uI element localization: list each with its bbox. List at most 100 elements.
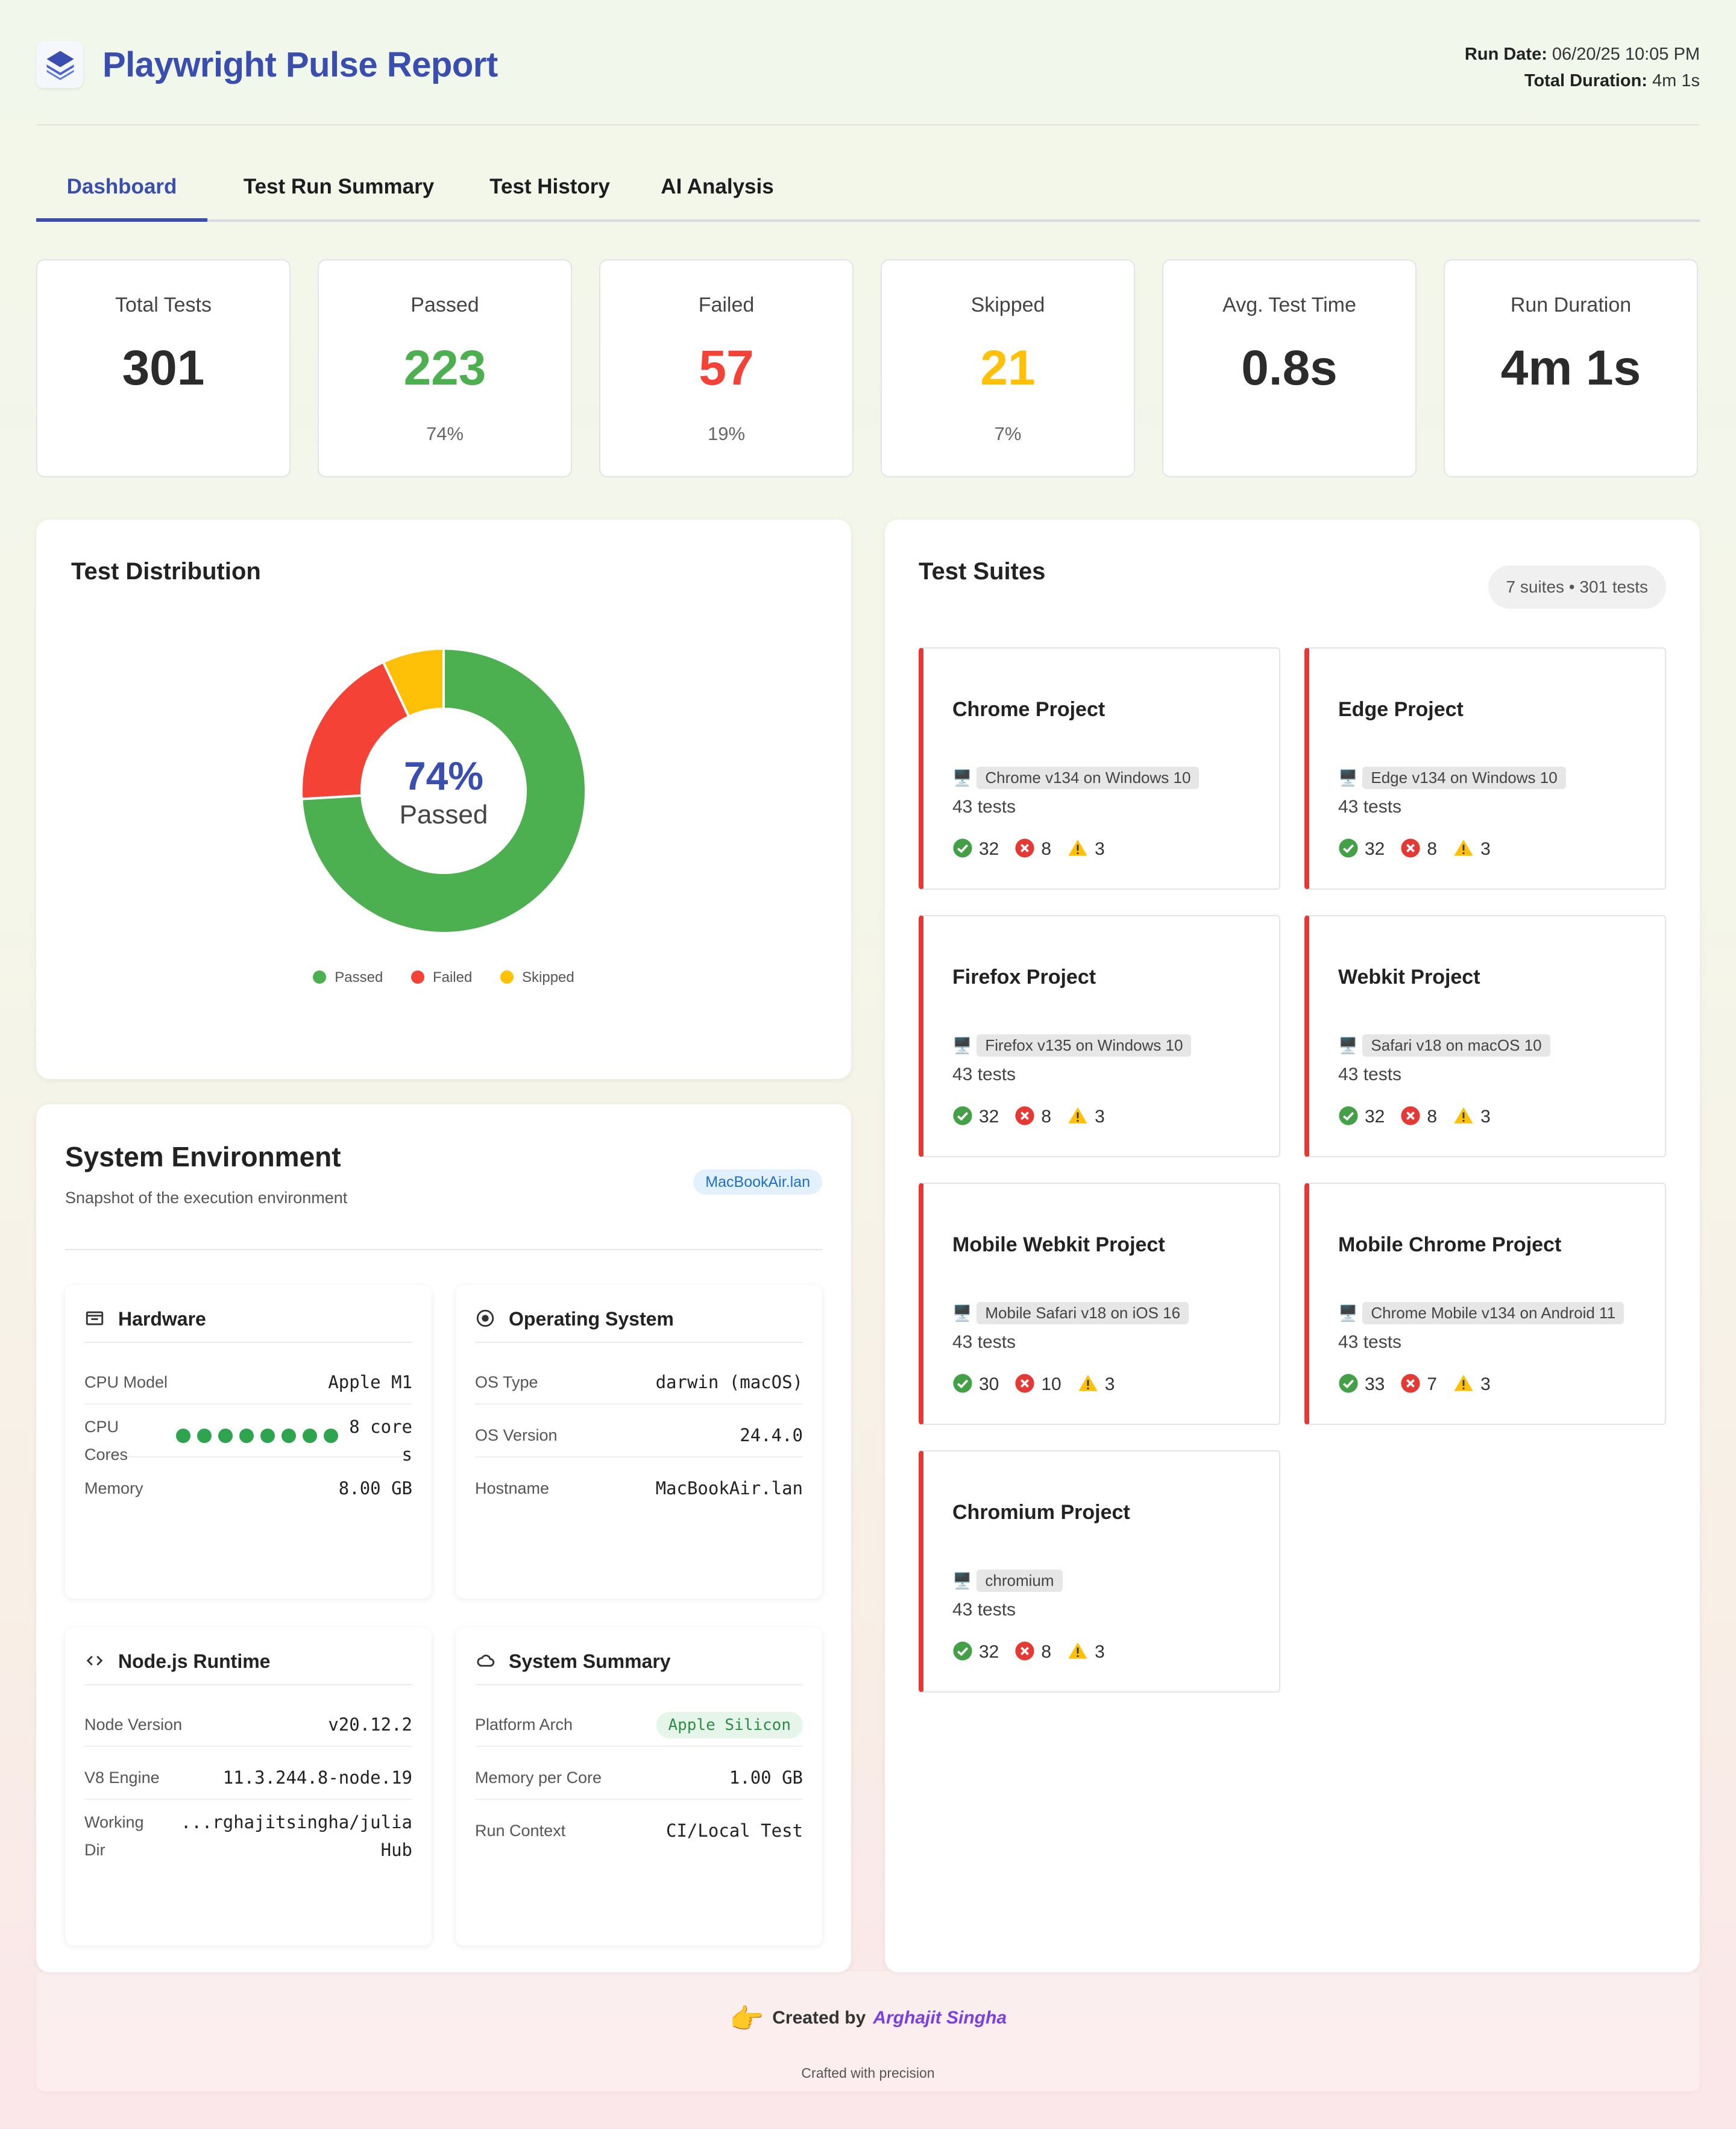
os-type-label: OS Type <box>475 1373 538 1391</box>
passed-icon <box>953 1374 972 1393</box>
browser-tag: Chrome Mobile v134 on Android 11 <box>1362 1302 1624 1324</box>
tab-ai-analysis[interactable]: AI Analysis <box>661 175 774 198</box>
footer: 👉 Created by Arghajit Singha Crafted with … <box>36 1971 1700 2092</box>
donut-slice-passed[interactable] <box>300 647 587 934</box>
author-link[interactable]: Arghajit Singha <box>873 2008 1007 2028</box>
suite-skipped: 3 <box>1453 1105 1491 1127</box>
v8-engine-row: V8 Engine 11.3.244.8-node.19 <box>84 1747 412 1800</box>
nodejs-runtime-card: Node.js Runtime Node Version v20.12.2 V8… <box>65 1627 432 1946</box>
skipped-icon <box>1454 839 1473 856</box>
working-dir-value-line: Hub <box>380 1840 412 1860</box>
memory-per-core-label: Memory per Core <box>475 1769 602 1787</box>
test-suites-panel: Test Suites 7 suites • 301 tests Chrome … <box>885 520 1700 1972</box>
suite-browser: 🖥️ Chrome v134 on Windows 10 <box>952 767 1200 789</box>
suite-browser: 🖥️ Firefox v135 on Windows 10 <box>952 1034 1192 1057</box>
node-title: Node.js Runtime <box>118 1650 271 1672</box>
platform-arch-badge: Apple Silicon <box>656 1712 803 1738</box>
node-header: Node.js Runtime <box>84 1646 412 1685</box>
hostname-value: MacBookAir.lan <box>655 1478 803 1498</box>
donut-center-label: Passed <box>400 800 488 829</box>
legend-passed[interactable]: Passed <box>313 969 383 986</box>
suite-card[interactable]: Chrome Project 🖥️ Chrome v134 on Windows 1… <box>919 647 1280 890</box>
cpu-core-dot <box>176 1429 190 1443</box>
suite-browser: 🖥️ Mobile Safari v18 on iOS 16 <box>952 1302 1189 1324</box>
monitor-icon: 🖥️ <box>952 1571 972 1590</box>
failed-icon <box>1401 1374 1420 1393</box>
skipped-icon <box>1454 1107 1473 1124</box>
skipped-count: 3 <box>1480 1107 1491 1127</box>
skipped-icon <box>1078 1374 1098 1391</box>
cpu-cores-value-line: s <box>401 1444 412 1465</box>
system-title: System Environment <box>65 1141 341 1172</box>
suite-results: 32 8 3 <box>1338 1105 1506 1127</box>
cpu-model-label: CPU Model <box>84 1373 168 1391</box>
run-context-row: Run Context CI/Local Test <box>475 1800 803 1853</box>
hardware-card: Hardware CPU Model Apple M1 CPU Cores 8 c… <box>65 1285 432 1599</box>
stat-label: Avg. Test Time <box>1222 294 1356 316</box>
code-icon <box>86 1655 103 1666</box>
failed-icon <box>1015 1374 1034 1393</box>
tab-test-history[interactable]: Test History <box>489 175 610 198</box>
stat-total-tests: Total Tests 301 <box>36 259 291 477</box>
cpu-model-value: Apple M1 <box>328 1372 412 1392</box>
tab-test-run-summary[interactable]: Test Run Summary <box>243 175 435 198</box>
cpu-core-dot <box>281 1429 296 1443</box>
suite-failed: 8 <box>1014 1641 1051 1662</box>
cpu-core-dot <box>260 1429 275 1443</box>
run-meta: Run Date: 06/20/25 10:05 PM Total Durati… <box>1465 41 1700 94</box>
os-type-row: OS Type darwin (macOS) <box>475 1351 803 1404</box>
suite-results: 32 8 3 <box>1338 838 1506 860</box>
browser-tag: Mobile Safari v18 on iOS 16 <box>976 1302 1189 1324</box>
stat-percent: 19% <box>707 423 746 444</box>
crafted-text: Crafted with precision <box>801 2065 935 2081</box>
failed-icon <box>1015 1106 1034 1125</box>
os-title: Operating System <box>509 1308 674 1330</box>
suites-title: Test Suites <box>919 558 1046 585</box>
skipped-count: 3 <box>1095 1107 1105 1127</box>
donut-center-percent: 74% <box>404 753 483 798</box>
suite-name: Webkit Project <box>1338 966 1480 989</box>
skipped-count: 3 <box>1095 1642 1105 1662</box>
node-version-row: Node Version v20.12.2 <box>84 1694 412 1747</box>
suite-passed: 32 <box>1338 838 1385 860</box>
suite-name: Mobile Chrome Project <box>1338 1233 1562 1256</box>
failed-count: 8 <box>1427 1107 1438 1127</box>
skipped-icon <box>1068 1642 1087 1659</box>
skipped-icon <box>1068 1107 1087 1124</box>
os-version-label: OS Version <box>475 1426 558 1444</box>
stat-percent: 7% <box>994 423 1022 444</box>
passed-icon <box>953 1641 972 1661</box>
run-context-value: CI/Local Test <box>666 1820 803 1841</box>
suite-card[interactable]: Webkit Project 🖥️ Safari v18 on macOS 10 43… <box>1304 915 1666 1157</box>
suite-card[interactable]: Firefox Project 🖥️ Firefox v135 on Windows… <box>919 915 1280 1157</box>
suite-card[interactable]: Mobile Webkit Project 🖥️ Mobile Safari v18… <box>919 1183 1280 1425</box>
donut-slice-failed[interactable] <box>300 660 410 800</box>
suite-card[interactable]: Chromium Project 🖥️ chromium 43 tests 32 8 3 <box>919 1450 1280 1693</box>
suite-browser: 🖥️ Edge v134 on Windows 10 <box>1338 767 1566 789</box>
passed-icon <box>1339 1374 1358 1393</box>
passed-count: 32 <box>1365 839 1385 859</box>
working-dir-value-line: ...rghajitsingha/julia <box>180 1812 412 1832</box>
hardware-header: Hardware <box>84 1303 412 1343</box>
v8-engine-value: 11.3.244.8-node.19 <box>222 1767 412 1788</box>
layers-icon <box>46 51 74 80</box>
legend-failed[interactable]: Failed <box>410 969 472 986</box>
hostname-label: Hostname <box>475 1479 550 1497</box>
passed-count: 32 <box>979 839 999 859</box>
monitor-icon: 🖥️ <box>1338 769 1358 787</box>
suite-skipped: 3 <box>1067 838 1105 860</box>
passed-count: 33 <box>1365 1374 1385 1394</box>
legend-skipped[interactable]: Skipped <box>500 969 574 986</box>
donut-slice-skipped[interactable] <box>382 647 445 719</box>
working-dir-value: ...rghajitsingha/julia Hub <box>181 1808 412 1864</box>
suite-card[interactable]: Edge Project 🖥️ Edge v134 on Windows 10 43 … <box>1304 647 1666 890</box>
passed-count: 32 <box>979 1107 999 1127</box>
os-version-row: OS Version 24.4.0 <box>475 1404 803 1458</box>
tab-dashboard[interactable]: Dashboard <box>36 163 207 222</box>
legend-dot <box>313 970 327 984</box>
suite-card[interactable]: Mobile Chrome Project 🖥️ Chrome Mobile v13… <box>1304 1183 1666 1425</box>
failed-count: 8 <box>1427 839 1438 859</box>
browser-tag: Firefox v135 on Windows 10 <box>976 1034 1192 1057</box>
hostname-row: Hostname MacBookAir.lan <box>475 1458 803 1511</box>
v8-engine-label: V8 Engine <box>84 1769 160 1787</box>
